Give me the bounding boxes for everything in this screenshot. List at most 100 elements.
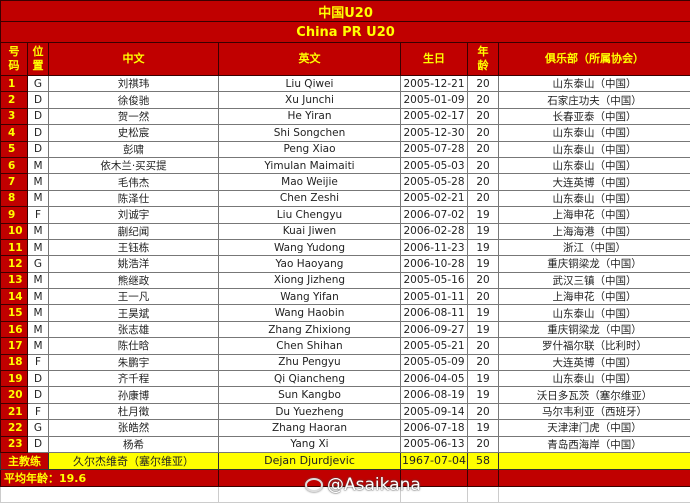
player-club: 罗什福尔联（比利时） [499,338,690,354]
player-position: M [28,174,49,190]
player-birthday: 2006-07-02 [401,207,468,223]
player-club: 沃日多瓦茨（塞尔维亚） [499,387,690,403]
player-birthday: 2005-12-30 [401,125,468,141]
player-age: 19 [468,256,499,272]
player-number: 21 [1,403,28,419]
player-club: 重庆铜梁龙（中国） [499,321,690,337]
player-position: D [28,387,49,403]
player-chinese-name: 刘祺玮 [49,76,219,92]
player-birthday: 2005-09-14 [401,403,468,419]
player-number: 18 [1,354,28,370]
player-english-name: Wang Haobin [219,305,401,321]
player-age: 19 [468,305,499,321]
player-position: F [28,207,49,223]
player-chinese-name: 王昊斌 [49,305,219,321]
player-club: 浙江（中国） [499,239,690,255]
player-number: 6 [1,157,28,173]
player-chinese-name: 熊继政 [49,272,219,288]
player-position: F [28,403,49,419]
player-age: 20 [468,190,499,206]
player-birthday: 2005-02-21 [401,190,468,206]
player-chinese-name: 王一凡 [49,289,219,305]
player-club: 青岛西海岸（中国） [499,436,690,452]
player-chinese-name: 陈仕晗 [49,338,219,354]
player-chinese-name: 王钰栋 [49,239,219,255]
player-number: 17 [1,338,28,354]
player-age: 19 [468,223,499,239]
header-chinese-name: 中文 [49,43,219,76]
player-chinese-name: 杨希 [49,436,219,452]
player-number: 14 [1,289,28,305]
player-birthday: 2005-01-11 [401,289,468,305]
player-age: 19 [468,371,499,387]
player-position: G [28,256,49,272]
player-english-name: Kuai Jiwen [219,223,401,239]
player-chinese-name: 毛伟杰 [49,174,219,190]
player-chinese-name: 杜月徵 [49,403,219,419]
player-english-name: Xu Junchi [219,92,401,108]
player-age: 19 [468,387,499,403]
player-age: 20 [468,174,499,190]
player-birthday: 2005-06-13 [401,436,468,452]
player-club: 天津津门虎（中国） [499,420,690,436]
player-birthday: 2006-08-19 [401,387,468,403]
player-position: D [28,371,49,387]
player-age: 19 [468,207,499,223]
player-chinese-name: 姚浩洋 [49,256,219,272]
player-english-name: Zhang Zhixiong [219,321,401,337]
player-chinese-name: 张皓然 [49,420,219,436]
player-position: M [28,223,49,239]
table-subtitle: China PR U20 [1,22,690,43]
player-club: 上海申花（中国） [499,289,690,305]
coach-label: 主教练 [1,452,49,469]
player-club: 上海申花（中国） [499,207,690,223]
player-age: 20 [468,354,499,370]
player-age: 19 [468,321,499,337]
player-club: 山东泰山（中国） [499,76,690,92]
player-number: 3 [1,108,28,124]
player-english-name: Sun Kangbo [219,387,401,403]
player-number: 23 [1,436,28,452]
player-club: 山东泰山（中国） [499,141,690,157]
player-position: G [28,420,49,436]
player-chinese-name: 彭啸 [49,141,219,157]
player-english-name: Yao Haoyang [219,256,401,272]
player-position: G [28,76,49,92]
player-club: 马尔韦利亚（西班牙） [499,403,690,419]
player-club: 山东泰山（中国） [499,371,690,387]
player-club: 大连英博（中国） [499,354,690,370]
player-age: 20 [468,289,499,305]
player-number: 11 [1,239,28,255]
player-chinese-name: 齐千程 [49,371,219,387]
player-english-name: Zhu Pengyu [219,354,401,370]
coach-english-name: Dejan Djurdjevic [219,452,401,469]
coach-chinese-name: 久尔杰维奇（塞尔维亚） [49,452,219,469]
player-age: 20 [468,272,499,288]
player-chinese-name: 蒯纪闻 [49,223,219,239]
player-birthday: 2005-02-17 [401,108,468,124]
player-chinese-name: 徐俊驰 [49,92,219,108]
player-number: 20 [1,387,28,403]
player-position: M [28,157,49,173]
player-position: D [28,108,49,124]
player-number: 9 [1,207,28,223]
player-number: 7 [1,174,28,190]
empty-cell [1,486,219,502]
player-english-name: Chen Shihan [219,338,401,354]
empty-cell [468,486,499,502]
player-number: 16 [1,321,28,337]
player-chinese-name: 张志雄 [49,321,219,337]
player-age: 20 [468,338,499,354]
header-english-name: 英文 [219,43,401,76]
player-age: 20 [468,403,499,419]
